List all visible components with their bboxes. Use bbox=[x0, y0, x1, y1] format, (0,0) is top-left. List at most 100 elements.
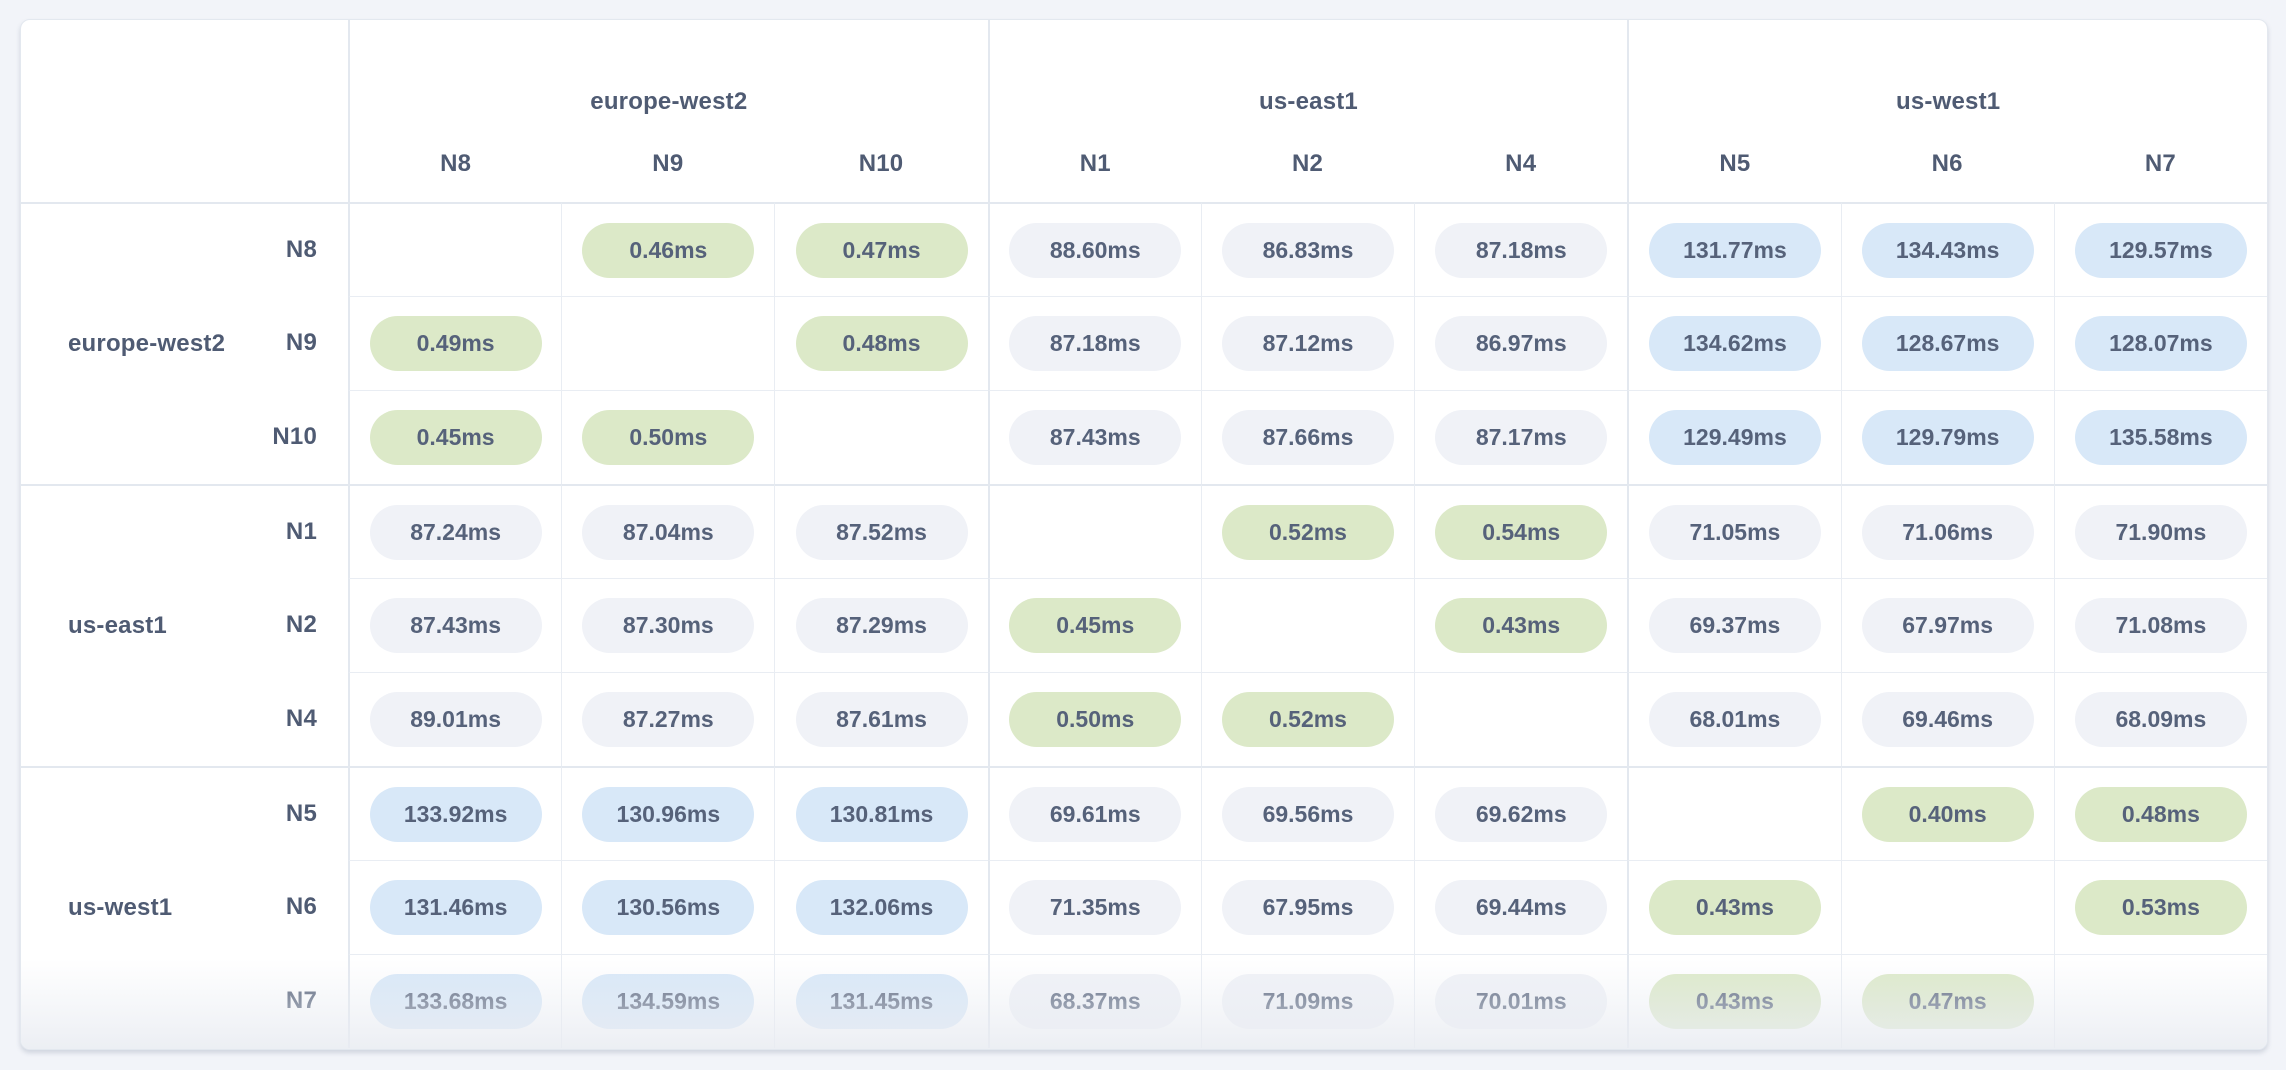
column-node-header-N10: N10 bbox=[858, 149, 904, 177]
latency-cell bbox=[2053, 954, 2267, 1048]
latency-pill: 67.95ms bbox=[1221, 880, 1394, 935]
column-node-header-N4: N4 bbox=[1505, 149, 1537, 177]
latency-cell: 130.96ms bbox=[561, 766, 775, 860]
latency-cell: 67.95ms bbox=[1200, 860, 1415, 954]
column-node-header-N7: N7 bbox=[2144, 149, 2176, 177]
latency-pill: 0.43ms bbox=[1648, 880, 1821, 935]
latency-cell: 129.79ms bbox=[1840, 390, 2054, 484]
latency-cell: 88.60ms bbox=[987, 202, 1201, 296]
latency-cell: 0.50ms bbox=[561, 390, 775, 484]
row-node-label-N7: N7 bbox=[285, 987, 317, 1014]
latency-cell: 130.56ms bbox=[561, 860, 775, 954]
latency-cell: 69.44ms bbox=[1414, 860, 1628, 954]
latency-pill: 86.83ms bbox=[1221, 222, 1394, 278]
row-node-label-N10: N10 bbox=[272, 423, 317, 450]
latency-pill: 71.35ms bbox=[1009, 880, 1182, 935]
latency-cell bbox=[561, 296, 775, 390]
latency-cell bbox=[1627, 766, 1841, 860]
latency-pill: 71.06ms bbox=[1861, 504, 2034, 560]
latency-pill: 0.52ms bbox=[1221, 692, 1394, 747]
latency-pill: 128.67ms bbox=[1861, 316, 2034, 371]
latency-cell: 0.43ms bbox=[1627, 954, 1841, 1048]
latency-pill: 87.24ms bbox=[369, 504, 542, 560]
latency-pill: 69.61ms bbox=[1009, 786, 1182, 842]
latency-pill: 86.97ms bbox=[1435, 316, 1608, 371]
latency-pill: 87.66ms bbox=[1221, 410, 1394, 465]
latency-pill: 0.50ms bbox=[1009, 692, 1182, 747]
latency-cell: 69.37ms bbox=[1627, 578, 1841, 672]
latency-pill: 129.57ms bbox=[2074, 222, 2247, 278]
column-node-header-N9: N9 bbox=[652, 149, 684, 177]
latency-pill: 87.18ms bbox=[1435, 222, 1608, 278]
latency-cell: 87.12ms bbox=[1200, 296, 1415, 390]
row-node-label-N1: N1 bbox=[219, 484, 348, 578]
latency-cell: 87.61ms bbox=[774, 672, 988, 766]
latency-cell: 67.97ms bbox=[1840, 578, 2054, 672]
latency-cell: 70.01ms bbox=[1414, 954, 1628, 1048]
latency-pill: 0.50ms bbox=[582, 410, 755, 465]
latency-pill: 87.43ms bbox=[369, 598, 542, 653]
latency-cell bbox=[774, 390, 988, 484]
latency-cell: 71.06ms bbox=[1840, 484, 2054, 578]
latency-cell: 87.27ms bbox=[561, 672, 775, 766]
latency-pill: 129.49ms bbox=[1648, 410, 1821, 465]
latency-pill: 0.43ms bbox=[1435, 598, 1608, 653]
latency-cell: 87.29ms bbox=[774, 578, 988, 672]
latency-pill: 0.54ms bbox=[1435, 504, 1608, 560]
latency-cell: 0.46ms bbox=[561, 202, 775, 296]
latency-pill: 87.52ms bbox=[795, 504, 968, 560]
latency-cell: 87.18ms bbox=[1414, 202, 1628, 296]
latency-pill: 0.49ms bbox=[369, 316, 542, 371]
latency-pill: 87.61ms bbox=[795, 692, 968, 747]
latency-cell: 0.54ms bbox=[1414, 484, 1628, 578]
latency-cell: 87.04ms bbox=[561, 484, 775, 578]
latency-cell: 71.08ms bbox=[2053, 578, 2267, 672]
row-node-label-N8: N8 bbox=[219, 202, 348, 296]
latency-pill: 133.92ms bbox=[369, 786, 542, 842]
latency-pill: 71.05ms bbox=[1648, 504, 1821, 560]
matrix-corner-cell bbox=[21, 20, 348, 202]
latency-pill: 0.45ms bbox=[369, 410, 542, 465]
column-node-header-N8: N8 bbox=[348, 125, 561, 202]
latency-cell: 87.30ms bbox=[561, 578, 775, 672]
latency-pill: 69.37ms bbox=[1648, 598, 1821, 653]
latency-pill: 130.96ms bbox=[582, 786, 755, 842]
latency-cell: 87.43ms bbox=[987, 390, 1201, 484]
latency-cell: 69.56ms bbox=[1200, 766, 1415, 860]
latency-cell: 0.50ms bbox=[987, 672, 1201, 766]
latency-cell: 71.09ms bbox=[1200, 954, 1415, 1048]
latency-pill: 0.45ms bbox=[1009, 598, 1182, 653]
latency-cell: 87.66ms bbox=[1200, 390, 1415, 484]
latency-cell: 71.35ms bbox=[987, 860, 1201, 954]
column-node-header-N5: N5 bbox=[1627, 125, 1840, 202]
latency-pill: 88.60ms bbox=[1009, 222, 1182, 278]
latency-cell: 69.62ms bbox=[1414, 766, 1628, 860]
latency-cell: 134.43ms bbox=[1840, 202, 2054, 296]
latency-cell: 131.46ms bbox=[348, 860, 562, 954]
latency-cell: 69.46ms bbox=[1840, 672, 2054, 766]
latency-cell: 133.68ms bbox=[348, 954, 562, 1048]
latency-pill: 130.56ms bbox=[582, 880, 755, 935]
row-group-label-us-west1: us-west1 bbox=[21, 766, 219, 1048]
latency-cell bbox=[1840, 860, 2054, 954]
latency-cell: 86.83ms bbox=[1200, 202, 1415, 296]
latency-pill: 87.29ms bbox=[795, 598, 968, 653]
latency-pill: 87.17ms bbox=[1435, 410, 1608, 465]
row-node-label-N5: N5 bbox=[219, 766, 348, 860]
latency-pill: 0.47ms bbox=[795, 222, 968, 278]
latency-pill: 89.01ms bbox=[369, 692, 542, 747]
column-group-header-europe-west2: europe-west2 bbox=[348, 20, 988, 125]
latency-cell: 68.37ms bbox=[987, 954, 1201, 1048]
latency-cell: 87.24ms bbox=[348, 484, 562, 578]
latency-pill: 134.43ms bbox=[1861, 222, 2034, 278]
latency-cell: 0.49ms bbox=[348, 296, 562, 390]
latency-pill: 87.04ms bbox=[582, 504, 755, 560]
latency-pill: 87.18ms bbox=[1009, 316, 1182, 371]
latency-pill: 87.43ms bbox=[1009, 410, 1182, 465]
latency-cell bbox=[348, 202, 562, 296]
latency-cell: 87.52ms bbox=[774, 484, 988, 578]
latency-pill: 68.01ms bbox=[1648, 692, 1821, 747]
column-group-header-us-west1: us-west1 bbox=[1627, 20, 2267, 125]
latency-cell: 133.92ms bbox=[348, 766, 562, 860]
